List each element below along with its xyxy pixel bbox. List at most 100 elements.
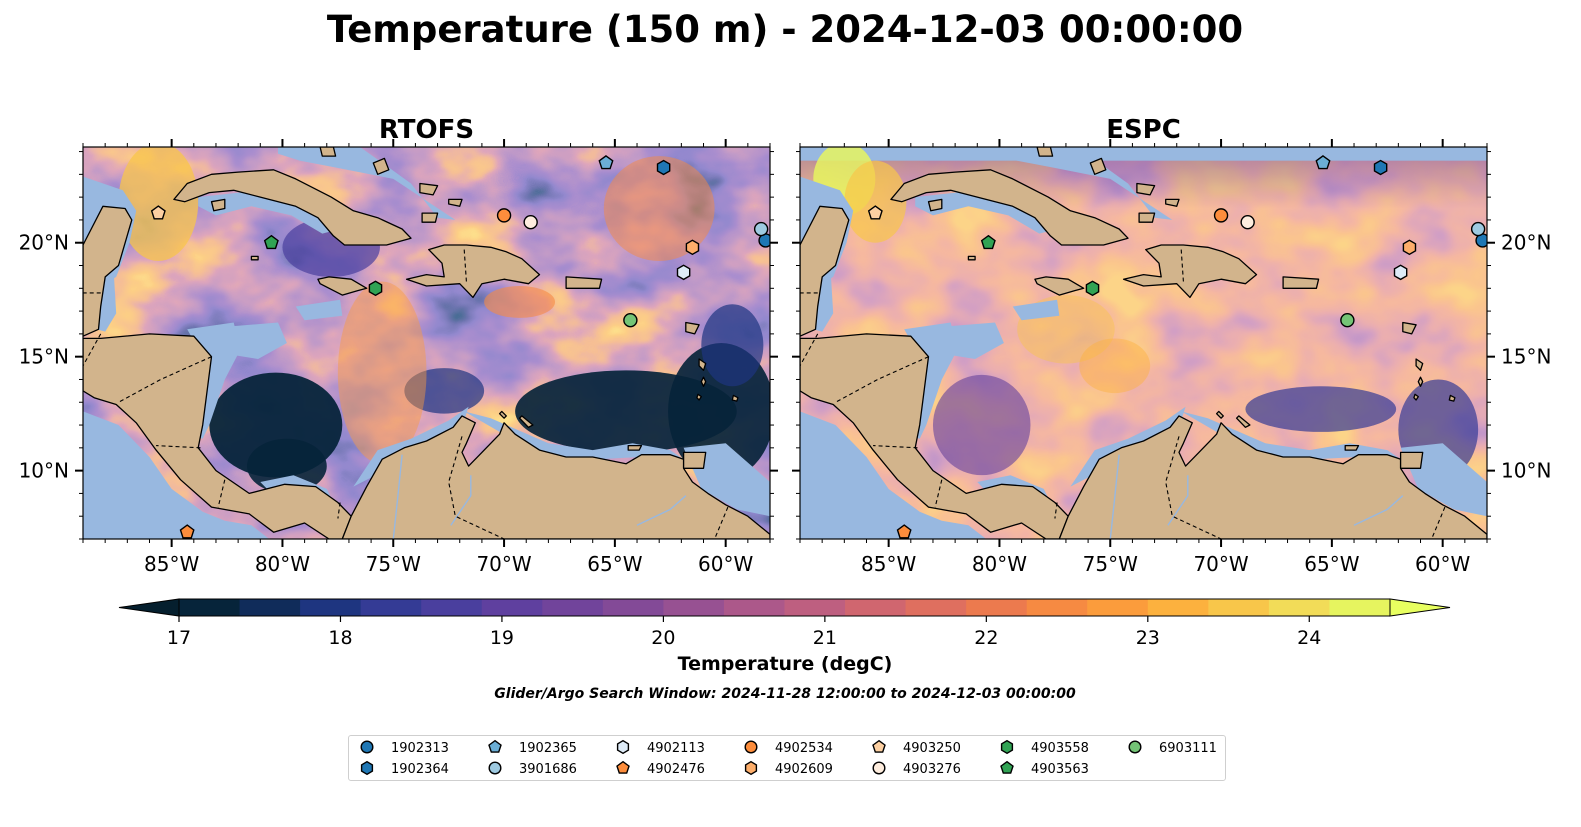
legend-label-4903276: 4903276 <box>903 762 961 777</box>
legend-marker-4903558 <box>1000 739 1014 755</box>
country-border <box>156 445 201 449</box>
river <box>1353 495 1404 526</box>
panel-frame <box>799 146 1488 540</box>
land-barbados <box>1448 394 1456 402</box>
land-curacao <box>1235 415 1251 428</box>
colorbar-segment <box>602 599 664 616</box>
country-border <box>83 333 102 367</box>
lon-tick-label: 65°W <box>1304 552 1359 576</box>
float-marker-4902609 <box>1402 239 1417 256</box>
float-marker-4903250 <box>150 205 166 220</box>
lon-tick-label: 85°W <box>144 552 199 576</box>
land-inagua <box>421 212 439 223</box>
field-feature <box>932 374 1031 476</box>
colorbar-label: Temperature (degC) <box>678 653 893 675</box>
legend-label-1902365: 1902365 <box>519 741 577 756</box>
float-marker-1902364 <box>1373 159 1388 176</box>
shelf-pedro <box>295 299 343 321</box>
legend-marker-4902534 <box>744 740 758 754</box>
lon-tick-label: 75°W <box>366 552 421 576</box>
river <box>1167 475 1189 526</box>
land-south-america <box>341 415 770 539</box>
land-yucatan <box>83 205 133 337</box>
land-inagua <box>1138 212 1156 223</box>
colorbar-segment <box>1147 599 1209 616</box>
map-panel-rtofs: RTOFS 85°W 80°W 75°W 70°W 65°W 60°W 10°N 15°N 20°… <box>19 115 778 576</box>
colorbar-over-extend <box>1389 598 1451 617</box>
temperature-colorbar: 17 18 19 20 21 22 23 24 <box>118 598 1451 649</box>
lon-tick-label: 80°W <box>255 552 310 576</box>
legend-marker-4903250 <box>872 739 886 753</box>
country-border <box>1165 436 1222 539</box>
country-border <box>337 502 341 519</box>
colorbar-segment <box>966 599 1028 616</box>
land-martinique <box>698 358 707 371</box>
country-border <box>800 333 819 367</box>
country-border <box>118 356 212 403</box>
lon-tick-label: 65°W <box>587 552 642 576</box>
panel-title-espc: ESPC <box>1106 115 1181 145</box>
float-marker-6903111 <box>623 313 638 328</box>
float-legend: 1902313 1902364 1902365 3901686 4902113 49024… <box>348 735 1226 781</box>
colorbar-tick-label: 17 <box>167 627 191 649</box>
colorbar-segment <box>179 599 241 616</box>
land-cayman <box>967 255 976 261</box>
lat-tick-label: 10°N <box>1501 459 1551 483</box>
colorbar-tick-label: 23 <box>1136 627 1160 649</box>
river <box>450 475 472 526</box>
land-barbados <box>731 394 739 402</box>
float-marker-4902476 <box>179 524 195 539</box>
lat-tick-label: 10°N <box>19 459 69 483</box>
colorbar-segment <box>905 599 967 616</box>
float-marker-3901686 <box>753 221 769 237</box>
field-feature <box>1245 386 1397 432</box>
legend-marker-4902113 <box>616 739 630 755</box>
legend-label-4903563: 4903563 <box>1031 762 1089 777</box>
legend-marker-1902365 <box>488 739 502 753</box>
float-marker-4903558 <box>1085 280 1100 297</box>
country-border <box>1431 506 1446 539</box>
legend-label-6903111: 6903111 <box>1159 741 1217 756</box>
land-bahamas-2 <box>1089 157 1107 175</box>
land-st-vincent <box>1413 393 1419 401</box>
float-marker-4902113 <box>1393 264 1408 281</box>
legend-marker-4903276 <box>872 761 886 775</box>
field-feature <box>844 160 907 243</box>
country-border <box>1054 502 1058 519</box>
float-marker-1902365 <box>598 155 614 170</box>
float-marker-4903558 <box>368 280 383 297</box>
land-bahamas-2 <box>372 157 390 175</box>
float-marker-4903250 <box>867 205 883 220</box>
lon-tick-label: 80°W <box>972 552 1027 576</box>
lon-tick-label: 70°W <box>476 552 531 576</box>
colorbar-segment <box>1087 599 1149 616</box>
legend-label-4902534: 4902534 <box>775 741 833 756</box>
country-border <box>463 249 467 282</box>
map-panels: RTOFS 85°W 80°W 75°W 70°W 65°W 60°W 10°N 15°N 20°… <box>19 115 1552 576</box>
shelf-cuba-south <box>915 190 1058 234</box>
field-feature <box>603 156 715 261</box>
float-marker-4902609 <box>685 239 700 256</box>
float-marker-3901686 <box>1470 221 1486 237</box>
shelf-pacific <box>800 411 987 539</box>
land-cuba <box>173 169 412 246</box>
lat-tick-label: 20°N <box>1501 231 1551 255</box>
land-bahamas-1 <box>1036 147 1054 157</box>
country-border <box>934 479 943 508</box>
land-puerto-rico <box>565 276 603 289</box>
land-trinidad <box>1399 451 1424 469</box>
float-marker-4902113 <box>676 264 691 281</box>
legend-marker-4902476 <box>616 760 630 774</box>
float-marker-4902534 <box>1213 208 1229 223</box>
legend-marker-4903563 <box>1000 760 1014 774</box>
legend-marker-4902609 <box>744 760 758 776</box>
legend-label-1902313: 1902313 <box>391 741 449 756</box>
lat-tick-label: 20°N <box>19 231 69 255</box>
field-feature <box>246 438 327 494</box>
lon-tick-label: 60°W <box>1415 552 1470 576</box>
shelf-honduras-bank <box>222 322 287 359</box>
land-aruba <box>1215 410 1224 419</box>
land-south-america <box>1058 415 1487 539</box>
land-aruba <box>498 410 507 419</box>
float-marker-4903276 <box>1240 215 1255 230</box>
